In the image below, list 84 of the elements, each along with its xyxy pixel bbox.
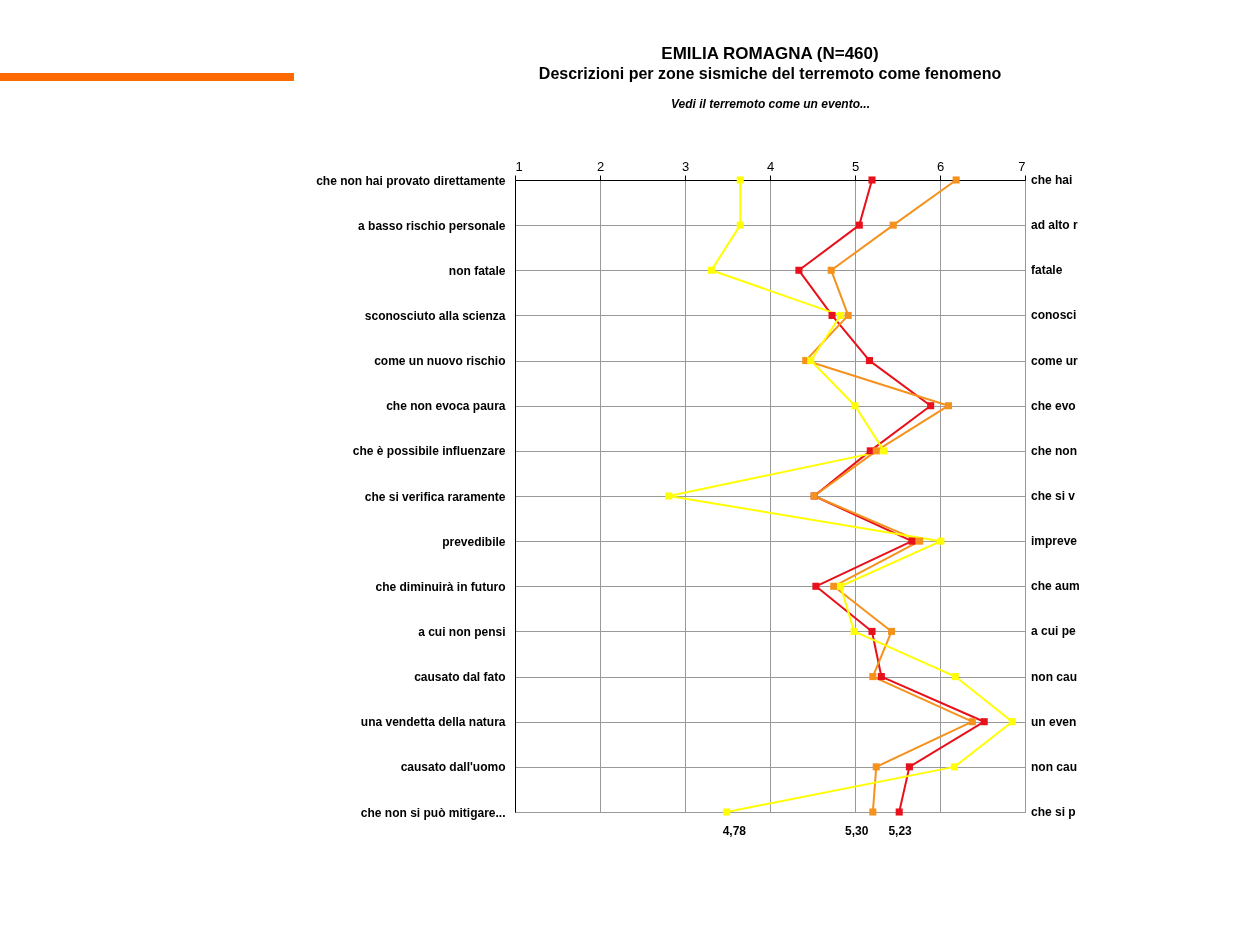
point xyxy=(1008,718,1016,726)
x-axis-title: Vedi il terremoto come un evento... xyxy=(671,96,870,111)
y2-tick-label: fatale xyxy=(1031,263,1063,278)
x-tick-label: 6 xyxy=(936,158,945,174)
chart-title: EMILIA ROMAGNA (N=460) xyxy=(661,44,879,63)
y-tick-label: come un nuovo rischio xyxy=(374,354,506,369)
y2-tick-label: che non xyxy=(1031,443,1078,458)
y-tick-label: causato dall'uomo xyxy=(400,760,506,775)
y2-tick-label: ad alto r xyxy=(1031,218,1079,233)
point xyxy=(905,763,913,771)
point xyxy=(807,357,815,365)
point xyxy=(844,311,852,319)
point xyxy=(868,627,876,635)
point xyxy=(795,266,803,274)
y-tick-label: che si verifica raramente xyxy=(364,489,506,504)
point xyxy=(980,718,988,726)
y2-tick-label: conosci xyxy=(1031,308,1077,323)
y-tick-label: che non si può mitigare... xyxy=(360,805,506,820)
y2-tick-label: non cau xyxy=(1031,669,1078,684)
y-tick-label: che diminuirà in futuro xyxy=(375,579,506,594)
y-tick-label: a basso rischio personale xyxy=(358,218,506,233)
point xyxy=(951,673,959,681)
y2-tick-label: che si v xyxy=(1031,489,1076,503)
point xyxy=(872,447,880,455)
y2-tick-label: che si p xyxy=(1031,805,1076,819)
x-tick-label: 4 xyxy=(766,158,775,174)
point xyxy=(855,221,863,229)
point xyxy=(880,447,888,455)
text: 4,78 xyxy=(722,824,747,838)
y2-tick-label: che aum xyxy=(1031,579,1080,594)
point xyxy=(837,311,845,319)
point xyxy=(828,311,836,319)
point xyxy=(937,537,945,545)
point xyxy=(827,266,835,274)
point xyxy=(851,402,859,410)
x-tick-label: 5 xyxy=(851,158,860,174)
chart-subtitle: Descrizioni per zone sismiche del terremoto come fenomeno xyxy=(538,65,1002,82)
x-tick-label: 2 xyxy=(596,158,605,174)
point xyxy=(968,718,976,726)
point xyxy=(927,402,935,410)
point xyxy=(736,221,744,229)
point xyxy=(837,582,845,590)
point xyxy=(888,627,896,635)
point xyxy=(908,537,916,545)
point xyxy=(950,763,958,771)
point xyxy=(868,176,876,184)
y-tick-label: una vendetta della natura xyxy=(360,715,506,730)
y-tick-label: sconosciuto alla scienza xyxy=(364,308,506,323)
point xyxy=(869,808,877,816)
x-tick-label: 7 xyxy=(1018,158,1026,174)
point xyxy=(812,582,820,590)
point xyxy=(830,582,838,590)
y2-tick-label: a cui pe xyxy=(1031,624,1077,639)
y-tick-label: che è possibile influenzare xyxy=(352,444,506,459)
y-tick-label: a cui non pensi xyxy=(418,624,506,639)
point xyxy=(865,357,873,365)
x-tick-label: 3 xyxy=(681,158,690,174)
y2-tick-label: un even xyxy=(1031,714,1077,729)
point xyxy=(944,402,953,410)
y2-tick-label: come ur xyxy=(1031,353,1079,368)
point xyxy=(707,266,715,274)
y-tick-label: causato dal fato xyxy=(414,670,506,685)
point xyxy=(869,673,877,681)
point xyxy=(736,176,744,184)
point xyxy=(872,763,880,771)
y2-tick-label: che evo xyxy=(1031,398,1076,413)
point xyxy=(916,537,924,545)
y-tick-label: non fatale xyxy=(448,263,506,278)
text: 5,23 xyxy=(888,824,913,838)
point xyxy=(895,808,903,816)
x-tick-label: 1 xyxy=(515,158,523,174)
y2-tick-label: non cau xyxy=(1031,759,1078,774)
point xyxy=(952,176,960,184)
point xyxy=(877,673,885,681)
y-tick-label: che non hai provato direttamente xyxy=(316,173,506,188)
point xyxy=(850,627,858,635)
text: 5,30 xyxy=(845,824,869,838)
y-tick-label: che non evoca paura xyxy=(386,399,506,414)
point xyxy=(665,492,673,500)
y2-tick-label: che hai xyxy=(1031,173,1073,187)
y-tick-label: prevedibile xyxy=(442,534,506,549)
y2-tick-label: impreve xyxy=(1031,534,1078,549)
point xyxy=(889,221,897,229)
point xyxy=(723,808,731,816)
